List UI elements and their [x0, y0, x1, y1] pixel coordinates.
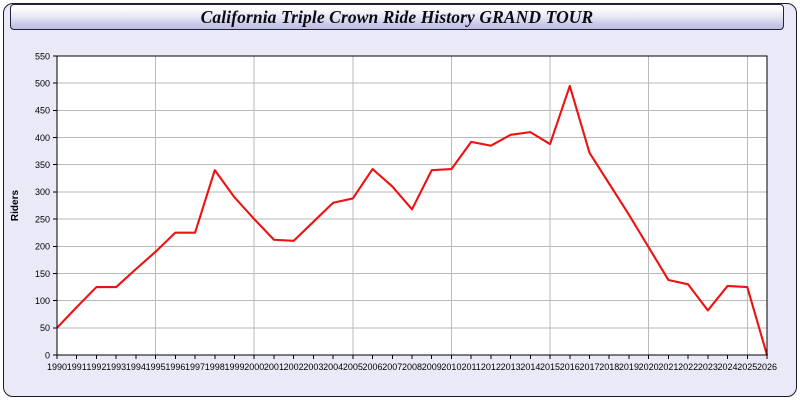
x-tick-label: 2025 [737, 362, 757, 372]
x-tick-label: 1995 [146, 362, 166, 372]
x-tick-label: 2024 [718, 362, 738, 372]
x-tick-label: 1992 [86, 362, 106, 372]
x-tick-label: 2002 [284, 362, 304, 372]
x-tick-label: 2006 [363, 362, 383, 372]
x-tick-label: 2026 [757, 362, 777, 372]
y-tick-label: 450 [35, 106, 50, 116]
x-tick-label: 2011 [461, 362, 480, 372]
x-tick-label: 2019 [619, 362, 639, 372]
y-axis-label: Riders [10, 190, 21, 222]
x-tick-label: 2004 [323, 362, 343, 372]
title-banner: California Triple Crown Ride History GRA… [10, 4, 784, 30]
x-tick-label: 2005 [343, 362, 363, 372]
y-tick-label: 100 [35, 296, 50, 306]
x-tick-label: 2016 [560, 362, 580, 372]
grid-lines [57, 56, 767, 355]
x-tick-label: 1998 [205, 362, 225, 372]
y-tick-label: 50 [40, 323, 50, 333]
x-tick-label: 2013 [501, 362, 521, 372]
x-axis-tick-labels: 1990 1991 1992 1993 1994 1995 1996 1997 1998 1999… [47, 362, 777, 372]
x-tick-label: 1994 [126, 362, 146, 372]
page-title: California Triple Crown Ride History GRA… [200, 6, 594, 27]
x-tick-label: 2020 [639, 362, 659, 372]
data-series [55, 84, 769, 357]
y-axis-tick-labels: 0 50 100 150 200 250 300 350 400 450 500 550 [35, 51, 50, 360]
x-tick-label: 2018 [599, 362, 619, 372]
x-tick-label: 2014 [520, 362, 540, 372]
x-tick-label: 2017 [579, 362, 599, 372]
x-tick-label: 2003 [303, 362, 323, 372]
plot-background [57, 56, 767, 355]
y-tick-label: 300 [35, 187, 50, 197]
x-tick-label: 2001 [264, 362, 284, 372]
x-tick-label: 2009 [422, 362, 442, 372]
y-tick-label: 150 [35, 269, 50, 279]
x-tick-label: 1996 [165, 362, 185, 372]
x-tick-label: 2015 [540, 362, 560, 372]
x-tick-label: 2012 [481, 362, 501, 372]
y-tick-label: 350 [35, 160, 50, 170]
x-tick-label: 2023 [698, 362, 718, 372]
x-tick-label: 1991 [67, 362, 87, 372]
x-tick-label: 2008 [402, 362, 422, 372]
y-tick-label: 500 [35, 78, 50, 88]
x-tick-label: 1997 [185, 362, 205, 372]
x-tick-label: 2021 [658, 362, 678, 372]
x-tick-label: 2000 [244, 362, 264, 372]
x-tick-label: 2007 [382, 362, 402, 372]
x-tick-label: 2022 [678, 362, 698, 372]
x-tick-label: 1993 [106, 362, 126, 372]
series-line [55, 84, 769, 357]
y-tick-label: 400 [35, 133, 50, 143]
x-tick-label: 1990 [47, 362, 67, 372]
x-tick-label: 2010 [441, 362, 461, 372]
axis-lines [56, 55, 768, 356]
x-tick-label: 1999 [224, 362, 244, 372]
y-tick-label: 0 [45, 350, 50, 360]
y-tick-label: 200 [35, 242, 50, 252]
tick-marks [53, 55, 768, 359]
y-tick-label: 550 [35, 51, 50, 61]
y-tick-label: 250 [35, 214, 50, 224]
